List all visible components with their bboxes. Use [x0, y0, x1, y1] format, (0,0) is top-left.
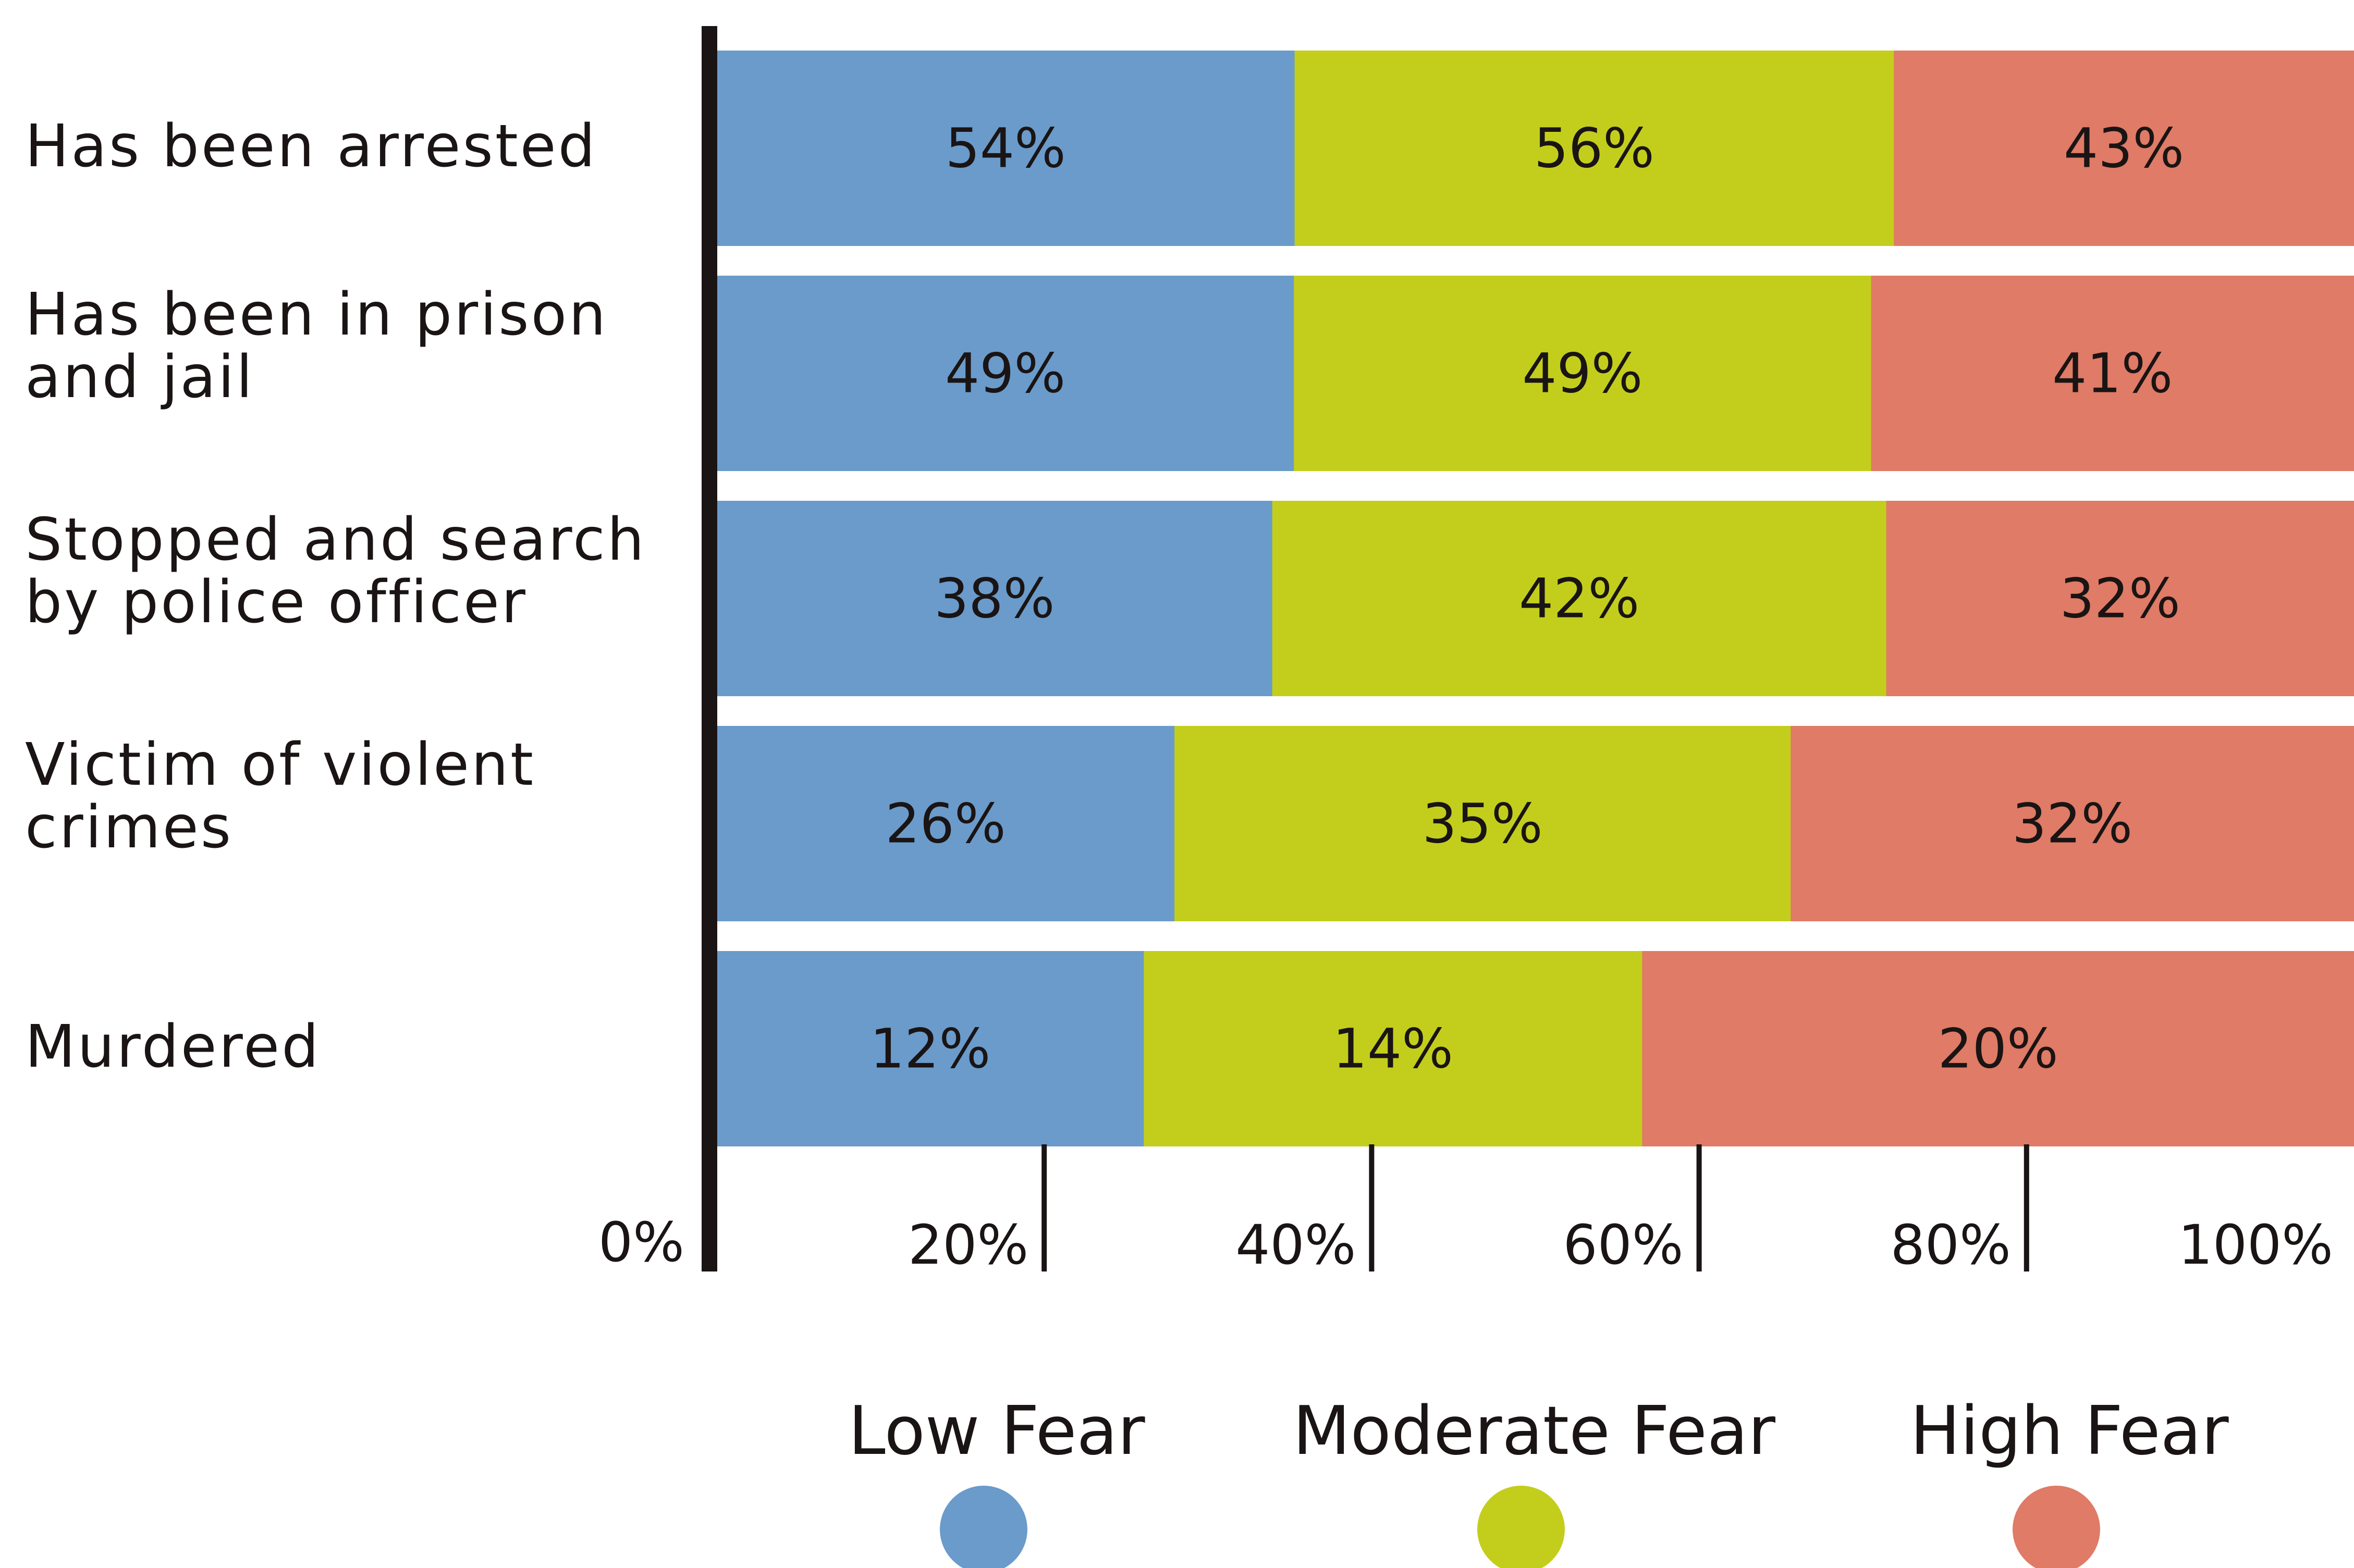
y-axis-line [702, 26, 717, 1271]
bar-segment [1791, 726, 2354, 921]
data-label: 20% [1938, 1017, 2058, 1081]
data-label: 32% [2012, 792, 2132, 856]
bar-segment [1174, 726, 1792, 921]
data-label: 14% [1333, 1017, 1453, 1081]
category-label: Has been arrested [25, 113, 597, 180]
category-label: Has been in prison and jail [25, 281, 608, 411]
legend-swatch [940, 1486, 1027, 1568]
data-label: 49% [945, 342, 1065, 405]
category-label: Victim of violent crimes [25, 731, 535, 861]
x-tick-label: 80% [1891, 1213, 2011, 1277]
data-label: 56% [1534, 117, 1654, 180]
x-tick-label: 20% [908, 1213, 1028, 1277]
data-label: 26% [885, 792, 1006, 856]
bar-segment [717, 276, 1295, 471]
category-label: Murdered [25, 1013, 321, 1081]
legend-swatch [2013, 1486, 2100, 1568]
bar-segment [1144, 951, 1643, 1146]
data-label: 32% [2060, 567, 2180, 631]
bar-segment [1894, 51, 2354, 246]
data-label: 49% [1522, 342, 1642, 405]
x-tick-label: 0% [598, 1211, 684, 1274]
x-tick-label: 40% [1235, 1213, 1356, 1277]
data-label: 42% [1519, 567, 1639, 631]
x-tick-mark [1696, 1144, 1702, 1271]
legend-swatch [1477, 1486, 1565, 1568]
x-tick-label: 100% [2178, 1213, 2333, 1277]
legend-label: Moderate Fear [1293, 1392, 1775, 1470]
data-label: 38% [934, 567, 1055, 631]
data-label: 35% [1423, 792, 1543, 856]
x-tick-mark [2024, 1144, 2029, 1271]
category-label: Stopped and search by police officer [25, 506, 646, 636]
bar-segment [1294, 276, 1872, 471]
legend-label: Low Fear [848, 1392, 1145, 1470]
bar-segment [717, 951, 1145, 1146]
bar-segment [1886, 501, 2354, 696]
bar-segment [1642, 951, 2354, 1146]
data-label: 43% [2064, 117, 2184, 180]
bar-segment [1871, 276, 2354, 471]
data-label: 54% [946, 117, 1066, 180]
bar-segment [1294, 51, 1895, 246]
bar-segment [717, 51, 1295, 246]
bar-segment [717, 501, 1273, 696]
legend-label: High Fear [1910, 1392, 2229, 1470]
bar-segment [717, 726, 1175, 921]
x-tick-label: 60% [1563, 1213, 1683, 1277]
x-tick-mark [1041, 1144, 1047, 1271]
data-label: 12% [870, 1017, 990, 1081]
x-tick-mark [1369, 1144, 1375, 1271]
data-label: 41% [2052, 342, 2173, 405]
bar-segment [1272, 501, 1887, 696]
